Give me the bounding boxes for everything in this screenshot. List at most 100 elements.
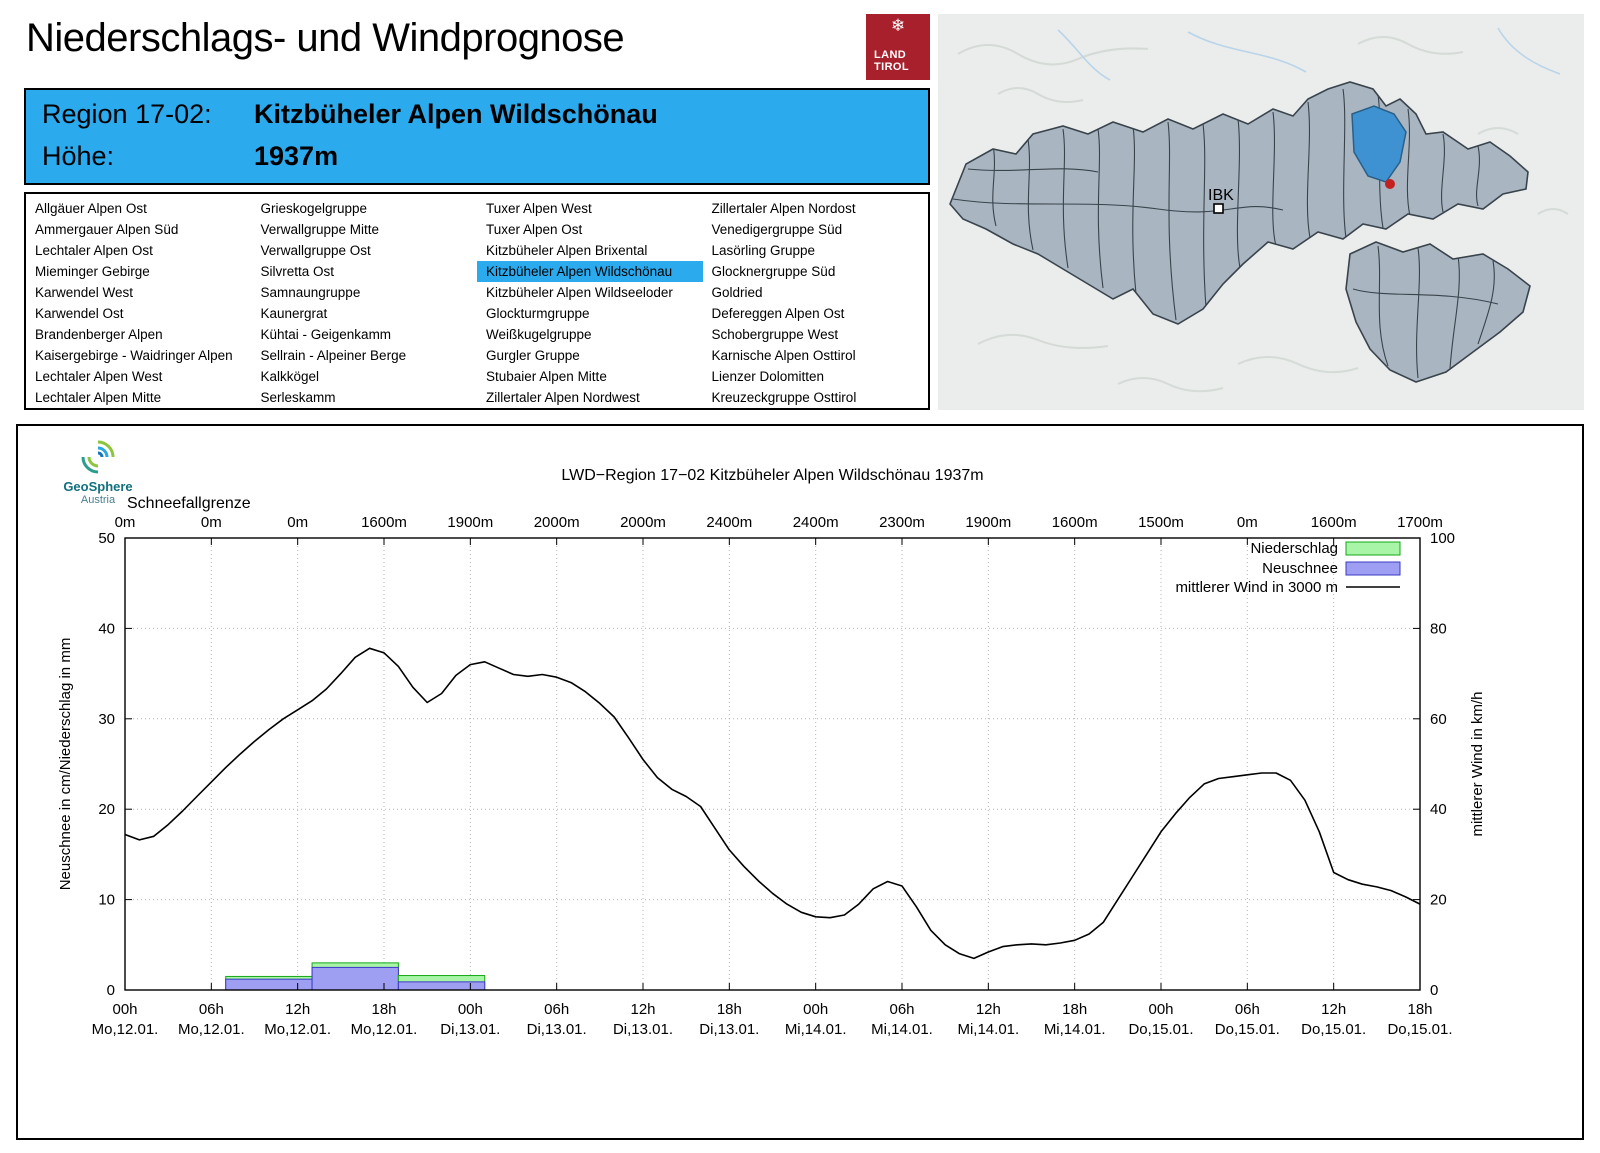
y-left-tick-label: 10 [98, 892, 115, 909]
region-list-item[interactable]: Mieminger Gebirge [35, 264, 150, 279]
altitude-label: Höhe: [42, 141, 115, 171]
region-list-item[interactable]: Glockturmgruppe [486, 306, 590, 321]
region-info-box: Region 17-02: Kitzbüheler Alpen Wildschön… [24, 88, 930, 185]
region-list-item[interactable]: Lechtaler Alpen Ost [35, 243, 153, 258]
region-list-item-selected[interactable]: Kitzbüheler Alpen Wildschönau [477, 261, 703, 282]
region-list-item[interactable]: Defereggen Alpen Ost [711, 306, 845, 321]
y-left-tick-label: 40 [98, 620, 115, 637]
x-tick-date: Do,15.01. [1301, 1021, 1366, 1038]
y-right-tick-label: 80 [1430, 620, 1447, 637]
region-list-item[interactable]: Glocknergruppe Süd [711, 264, 836, 279]
region-list-item[interactable]: Venedigergruppe Süd [711, 222, 843, 237]
region-list-item[interactable]: Samnaungruppe [260, 285, 361, 300]
region-list-item[interactable]: Allgäuer Alpen Ost [35, 201, 147, 216]
region-list-item[interactable]: Grieskogelgruppe [260, 201, 368, 216]
region-list-item[interactable]: Lechtaler Alpen West [35, 369, 163, 384]
x-tick-time: 06h [544, 1001, 569, 1018]
decorative-element [1306, 101, 1311, 239]
decorative-element [1377, 245, 1389, 367]
region-list-item[interactable]: Schobergruppe West [711, 327, 839, 342]
x-tick-date: Mi,14.01. [1044, 1021, 1106, 1038]
y-left-tick-label: 0 [107, 982, 115, 999]
wind-line [124, 647, 1421, 960]
region-list-item[interactable]: Zillertaler Alpen Nordwest [486, 390, 640, 405]
chart-title: LWD−Region 17−02 Kitzbüheler Alpen Wilds… [561, 467, 983, 484]
selected-region-shape[interactable] [1351, 105, 1407, 183]
region-list-item[interactable]: Kaunergrat [260, 306, 328, 321]
geosphere-icon [81, 440, 115, 474]
x-tick-date: Di,13.01. [699, 1021, 759, 1038]
x-tick-time: 00h [1148, 1001, 1173, 1018]
map-relief-texture [957, 36, 1569, 393]
x-tick-date: Di,13.01. [613, 1021, 673, 1038]
snowline-value: 1900m [965, 514, 1011, 531]
region-list-item[interactable]: Kreuzeckgruppe Osttirol [711, 390, 857, 405]
decorative-element [1187, 31, 1307, 73]
decorative-element [977, 333, 1109, 349]
decorative-element [1062, 128, 1069, 269]
region-list-item[interactable]: Silvretta Ost [260, 264, 335, 279]
neuschnee-bar [397, 981, 486, 991]
station-marker [1385, 179, 1395, 189]
region-list-item[interactable]: Karnische Alpen Osttirol [711, 348, 856, 363]
east-district-borders [1352, 245, 1499, 379]
region-list-item[interactable]: Kalkkögel [260, 369, 320, 384]
land-tirol-logo: ❄ LAND TIROL [866, 14, 930, 80]
forecast-chart-svg: 00h Mo,12.01. 0m 06h Mo,12.01. 0m 12h Mo,12.01.… [57, 467, 1486, 1038]
x-tick-date: Mi,14.01. [785, 1021, 847, 1038]
decorative-element [1357, 36, 1464, 55]
region-list-item[interactable]: Lechtaler Alpen Mitte [35, 390, 162, 405]
region-list-item[interactable]: Kaisergebirge - Waidringer Alpen [35, 348, 233, 363]
region-list-column: Allgäuer Alpen Ost Ammergauer Alpen Süd Le… [26, 198, 252, 408]
region-list-item[interactable]: Weißkugelgruppe [486, 327, 592, 342]
y-left-tick-label: 30 [98, 711, 115, 728]
region-list-item[interactable]: Lasörling Gruppe [711, 243, 816, 258]
region-list-item[interactable]: Verwallgruppe Ost [260, 243, 371, 258]
region-list-item[interactable]: Karwendel Ost [35, 306, 124, 321]
region-list-item[interactable]: Gurgler Gruppe [486, 348, 580, 363]
geosphere-logo: GeoSphere Austria [48, 436, 148, 506]
region-list-item[interactable]: Brandenberger Alpen [35, 327, 163, 342]
x-tick-date: Mo,12.01. [264, 1021, 331, 1038]
region-list-item[interactable]: Kitzbüheler Alpen Brixental [486, 243, 648, 258]
y-right-tick-label: 0 [1430, 982, 1438, 999]
y-left-axis-label: Neuschnee in cm/Niederschlag in mm [57, 638, 74, 891]
snowline-value: 2400m [706, 514, 752, 531]
snowline-value: 1700m [1397, 514, 1443, 531]
decorative-element [1097, 128, 1104, 289]
neuschnee-bar [225, 978, 313, 991]
region-list-item[interactable]: Stubaier Alpen Mitte [486, 369, 607, 384]
decorative-element [957, 44, 1149, 66]
east-tirol-region[interactable] [1345, 241, 1531, 383]
legend-swatch-neuschnee [1345, 561, 1401, 576]
x-tick-time: 00h [458, 1001, 483, 1018]
decorative-element [1132, 125, 1137, 295]
legend-label-niederschlag: Niederschlag [1250, 540, 1338, 557]
region-list-item[interactable]: Sellrain - Alpeiner Berge [260, 348, 407, 363]
region-list-item[interactable]: Tuxer Alpen West [486, 201, 592, 216]
region-list-item[interactable]: Kitzbüheler Alpen Wildseeloder [486, 285, 673, 300]
decorative-element [1167, 121, 1177, 321]
x-tick-date: Do,15.01. [1387, 1021, 1452, 1038]
region-list-item[interactable]: Kühtai - Geigenkamm [260, 327, 392, 342]
decorative-element [97, 446, 109, 458]
region-list-item[interactable]: Ammergauer Alpen Süd [35, 222, 179, 237]
snowline-value: 1900m [447, 514, 493, 531]
region-list-item[interactable]: Lienzer Dolomitten [711, 369, 825, 384]
region-list-item[interactable]: Karwendel West [35, 285, 134, 300]
y-right-axis-label: mittlerer Wind in km/h [1469, 691, 1486, 836]
x-tick-time: 06h [889, 1001, 914, 1018]
legend-label-neuschnee: Neuschnee [1262, 560, 1338, 577]
region-list-item[interactable]: Zillertaler Alpen Nordost [711, 201, 856, 216]
region-list-item[interactable]: Goldried [711, 285, 763, 300]
x-tick-date: Mo,12.01. [92, 1021, 159, 1038]
ibk-marker [1213, 203, 1224, 214]
decorative-element [1352, 288, 1499, 305]
region-label: Region 17-02: [42, 99, 212, 129]
decorative-element [1537, 208, 1569, 215]
region-list-item[interactable]: Verwallgruppe Mitte [260, 222, 380, 237]
decorative-element [1477, 127, 1519, 135]
region-list-item[interactable]: Tuxer Alpen Ost [486, 222, 583, 237]
region-list-item[interactable]: Serleskamm [260, 390, 336, 405]
y-right-tick-label: 60 [1430, 711, 1447, 728]
